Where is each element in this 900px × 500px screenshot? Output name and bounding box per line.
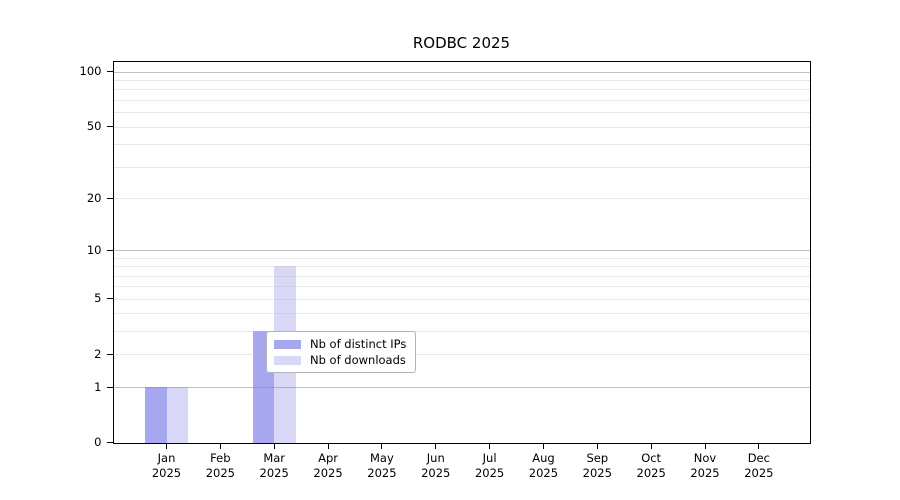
y-axis-tick — [106, 386, 113, 388]
legend-item-downloads: Nb of downloads — [274, 353, 406, 367]
minor-gridline — [113, 144, 810, 146]
major-gridline — [113, 71, 810, 73]
minor-gridline — [113, 89, 810, 91]
minor-gridline — [113, 354, 810, 356]
y-tick-label: 20 — [86, 190, 102, 205]
minor-gridline — [113, 100, 810, 102]
minor-gridline — [113, 313, 810, 315]
x-tick-label: Dec 2025 — [744, 451, 774, 480]
minor-gridline — [113, 166, 810, 168]
y-tick-label: 1 — [94, 379, 102, 394]
x-axis-tick — [273, 443, 275, 449]
minor-gridline — [113, 112, 810, 114]
legend: Nb of distinct IPs Nb of downloads — [266, 331, 417, 373]
major-gridline — [113, 250, 810, 251]
x-tick-label: Jul 2025 — [474, 451, 505, 480]
x-axis-tick — [219, 443, 221, 449]
plot-area: 0 1 2 5 10 20 50 100 Jan 2025 Feb 2025 Mar 2025 Apr 202… — [80, 61, 811, 480]
y-tick-label: 10 — [86, 242, 102, 257]
x-axis-tick — [542, 443, 544, 449]
y-tick-label: 50 — [86, 119, 102, 134]
x-axis-tick — [435, 443, 437, 449]
y-tick-label: 2 — [94, 346, 102, 361]
minor-gridline — [113, 266, 810, 268]
y-tick-label: 0 — [94, 435, 102, 450]
x-axis-tick — [327, 443, 329, 449]
legend-swatch-distinct-ips-icon — [274, 339, 301, 349]
y-axis-tick — [106, 197, 113, 199]
x-tick-label: Oct 2025 — [636, 451, 666, 480]
x-tick-label: Aug 2025 — [528, 451, 559, 480]
chart-title: RODBC 2025 — [412, 34, 511, 52]
bar-downloads — [166, 387, 188, 443]
y-axis-tick — [106, 442, 113, 444]
x-axis-tick — [650, 443, 652, 449]
x-tick-label: Feb 2025 — [205, 451, 235, 480]
x-axis-tick — [758, 443, 760, 449]
y-axis-tick — [106, 126, 113, 128]
x-tick-label: Mar 2025 — [259, 451, 289, 480]
x-axis-tick — [704, 443, 706, 449]
y-axis-tick — [106, 249, 113, 251]
minor-gridline — [113, 257, 810, 259]
y-axis-tick — [106, 353, 113, 355]
y-tick-label: 5 — [94, 291, 102, 306]
legend-label-distinct-ips: Nb of distinct IPs — [310, 337, 407, 351]
x-tick-label: Sep 2025 — [582, 451, 612, 480]
legend-swatch-downloads-icon — [274, 355, 301, 365]
minor-gridline — [113, 275, 810, 277]
minor-gridline — [113, 286, 810, 288]
x-axis-tick — [381, 443, 383, 449]
minor-gridline — [113, 126, 810, 128]
minor-gridline — [113, 80, 810, 82]
major-gridline — [113, 387, 810, 389]
y-axis-tick — [106, 71, 113, 73]
y-axis-tick — [106, 298, 113, 300]
x-tick-label: May 2025 — [367, 451, 397, 480]
x-tick-label: Nov 2025 — [690, 451, 720, 480]
x-axis-tick — [166, 443, 167, 449]
minor-gridline — [113, 331, 810, 333]
x-tick-label: Jan 2025 — [151, 451, 182, 480]
x-tick-label: Jun 2025 — [421, 451, 451, 480]
x-axis-tick — [596, 443, 598, 449]
legend-item-distinct-ips: Nb of distinct IPs — [274, 337, 406, 351]
y-tick-label: 100 — [79, 64, 102, 79]
legend-label-downloads: Nb of downloads — [310, 353, 406, 367]
minor-gridline — [113, 198, 810, 199]
x-tick-label: Apr 2025 — [313, 451, 343, 480]
minor-gridline — [113, 298, 810, 300]
x-axis-tick — [489, 443, 491, 449]
bar-distinct-ips — [145, 387, 167, 443]
